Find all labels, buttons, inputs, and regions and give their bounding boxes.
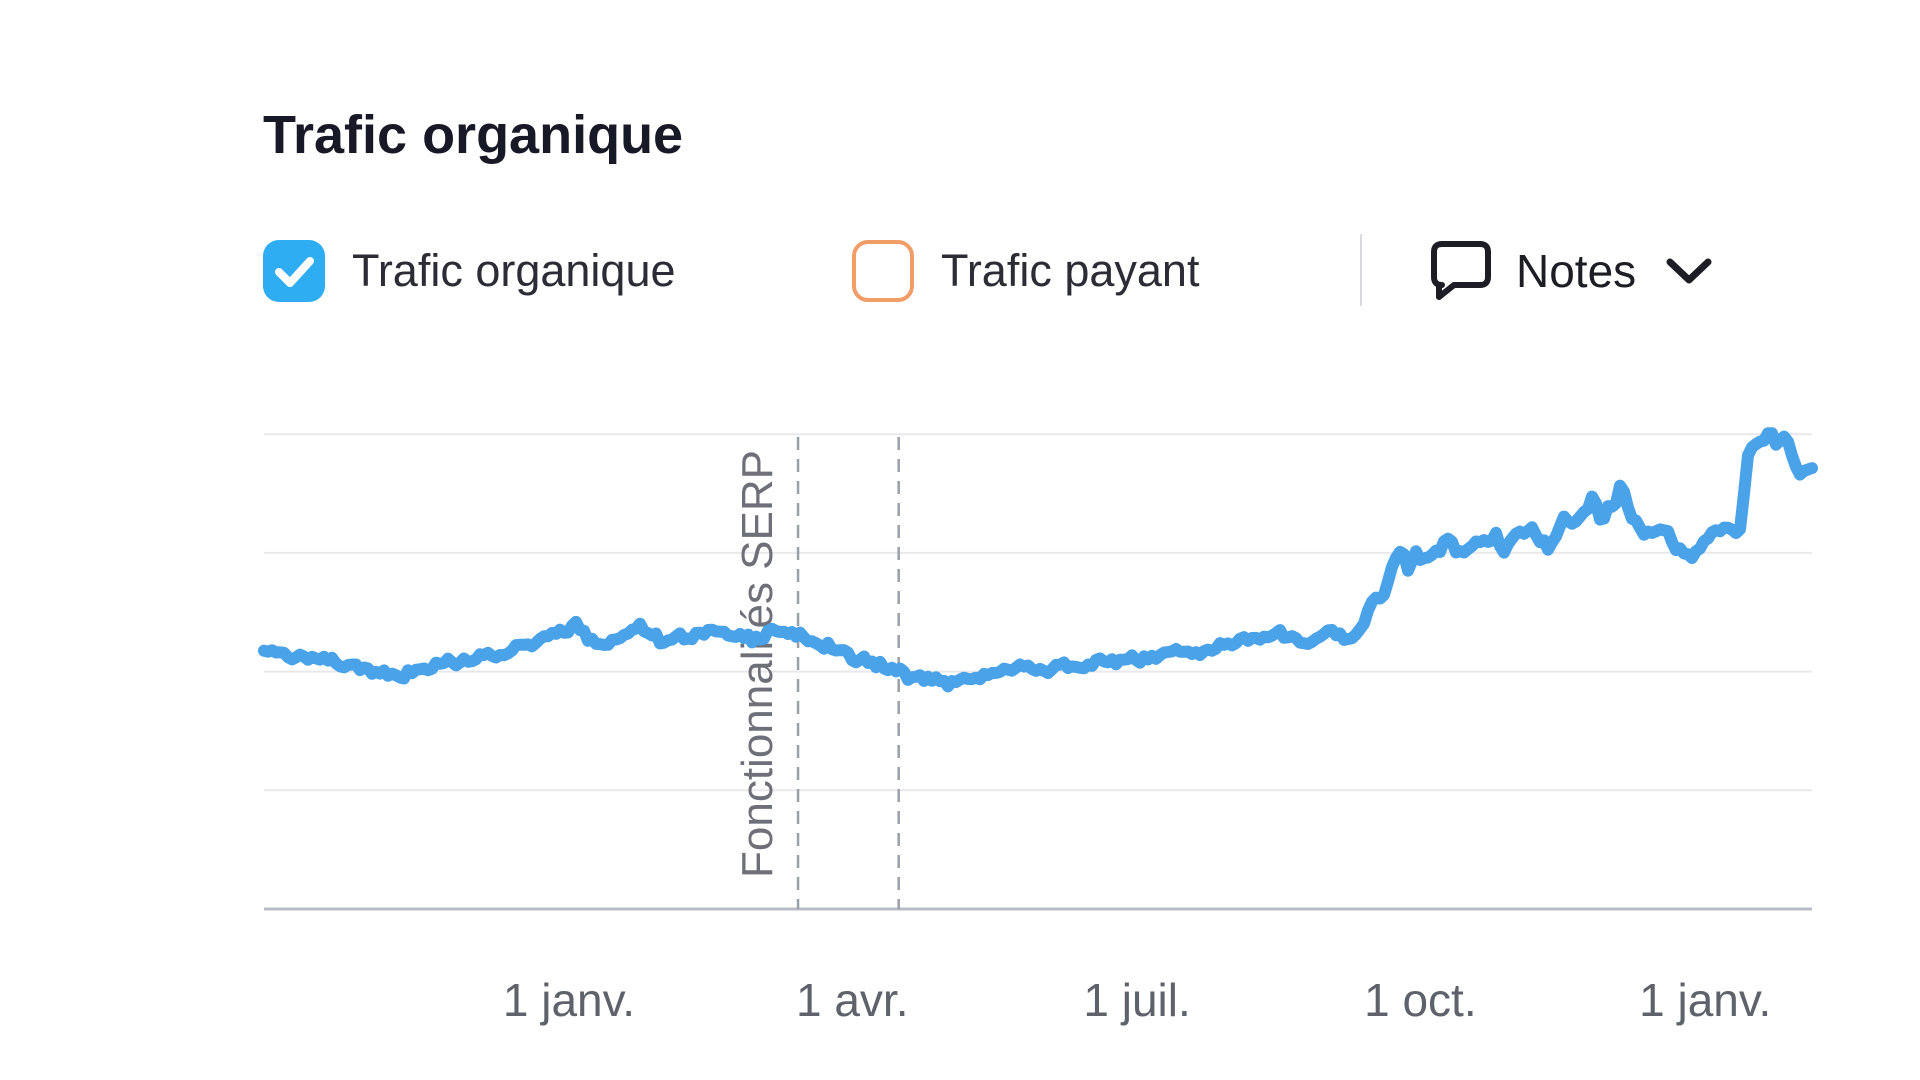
paid-checkbox-label[interactable]: Trafic payant — [941, 245, 1200, 296]
organic-checkbox-label[interactable]: Trafic organique — [352, 245, 676, 296]
legend-divider — [1360, 234, 1362, 306]
x-axis-label: 1 juil. — [1083, 974, 1190, 1026]
organic-traffic-toggle[interactable]: Trafic organique — [263, 238, 676, 304]
notes-label[interactable]: Notes — [1516, 245, 1637, 297]
chevron-down-icon[interactable] — [1662, 255, 1716, 287]
organic-checkbox[interactable] — [263, 240, 325, 302]
speech-bubble-icon — [1431, 241, 1491, 300]
chart-controls: Trafic organique Trafic payant Notes — [0, 234, 1920, 308]
paid-checkbox[interactable] — [852, 240, 914, 302]
notes-dropdown[interactable]: Notes — [1428, 238, 1716, 304]
serp-annotation-label: Fonctionnalités SERP — [733, 450, 782, 878]
paid-traffic-toggle[interactable]: Trafic payant — [852, 238, 1199, 304]
x-axis-label: 1 oct. — [1364, 974, 1477, 1026]
x-axis-label: 1 avr. — [796, 974, 909, 1026]
x-axis-label: 1 janv. — [1639, 974, 1771, 1026]
checkmark-icon — [275, 257, 314, 287]
x-axis-label: 1 janv. — [503, 974, 635, 1026]
organic-traffic-line[interactable] — [258, 427, 1818, 693]
page-title: Trafic organique — [263, 105, 684, 166]
